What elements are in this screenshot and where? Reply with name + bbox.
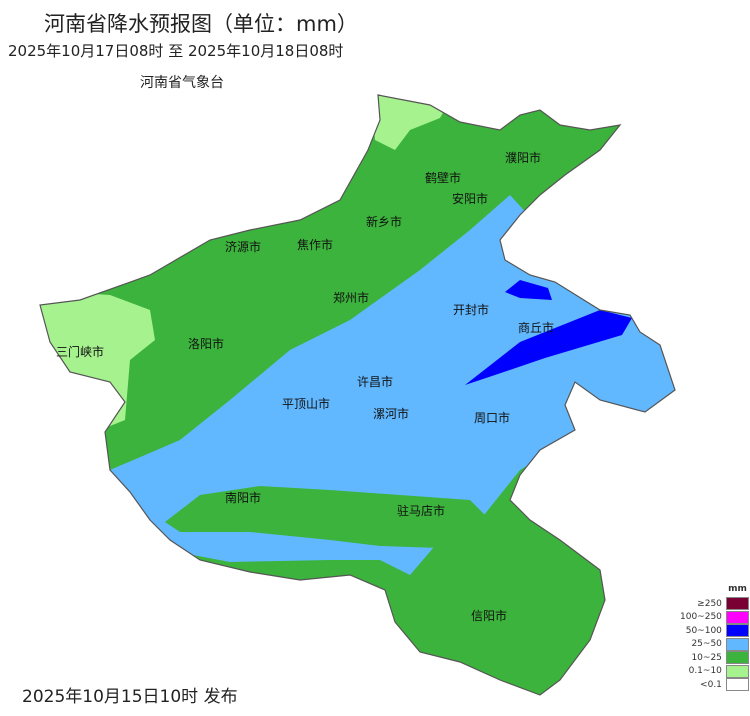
city-label: 郑州市 <box>333 290 369 305</box>
issuer: 河南省气象台 <box>140 75 224 91</box>
legend-label: ≥250 <box>697 598 722 609</box>
publish-time: 2025年10月15日10时 发布 <box>22 687 238 707</box>
city-label: 濮阳市 <box>505 150 541 165</box>
legend-swatch <box>725 597 749 611</box>
map-title: 河南省降水预报图（单位：mm） <box>44 12 358 36</box>
legend-swatch <box>725 610 749 624</box>
city-label: 漯河市 <box>373 406 409 421</box>
legend-label: 0.1~10 <box>688 666 722 677</box>
city-label: 开封市 <box>453 302 489 317</box>
legend-label: 10~25 <box>691 652 722 663</box>
city-label: 鹤壁市 <box>425 170 461 185</box>
legend-label: 50~100 <box>685 625 722 636</box>
zone-50-100-a <box>505 280 552 300</box>
legend-item: 100~250 <box>680 610 749 625</box>
legend-label: 25~50 <box>691 639 722 650</box>
city-label: 焦作市 <box>297 237 333 252</box>
legend-swatch <box>725 624 749 638</box>
city-label: 安阳市 <box>452 191 488 206</box>
city-label: 周口市 <box>474 410 510 425</box>
legend-item: ≥250 <box>680 597 749 611</box>
city-label: 许昌市 <box>357 374 393 389</box>
zone-10-25-south <box>165 486 500 548</box>
city-label: 平顶山市 <box>282 396 330 411</box>
city-label: 驻马店市 <box>397 503 445 518</box>
zone-50-100-b <box>465 310 632 385</box>
legend-item: 25~50 <box>680 637 749 652</box>
legend-item: <0.1 <box>680 678 749 692</box>
legend-item: 10~25 <box>680 651 749 665</box>
legend-swatch <box>725 651 749 665</box>
province-outline <box>39 94 676 696</box>
zone-25-50 <box>110 195 675 575</box>
forecast-period: 2025年10月17日08时 至 2025年10月18日08时 <box>8 42 344 60</box>
city-label: 济源市 <box>225 239 261 254</box>
legend-swatch <box>725 678 749 692</box>
city-label: 三门峡市 <box>56 344 104 359</box>
legend-swatch <box>725 637 749 651</box>
city-label: 信阳市 <box>471 608 507 623</box>
legend-unit: mm <box>728 584 747 594</box>
city-label: 新乡市 <box>366 214 402 229</box>
legend-swatch <box>725 664 749 678</box>
legend-item: 0.1~10 <box>680 664 749 679</box>
city-label: 南阳市 <box>225 490 261 505</box>
zone-0.1-10-west <box>40 290 155 430</box>
city-label: 洛阳市 <box>188 336 224 351</box>
legend-label: 100~250 <box>680 612 722 623</box>
legend: mm ≥250 100~250 50~100 25~50 10~25 0.1~10 <0.1 <box>680 584 749 692</box>
legend-label: <0.1 <box>700 679 722 690</box>
city-label: 商丘市 <box>518 320 554 335</box>
legend-item: 50~100 <box>680 624 749 638</box>
